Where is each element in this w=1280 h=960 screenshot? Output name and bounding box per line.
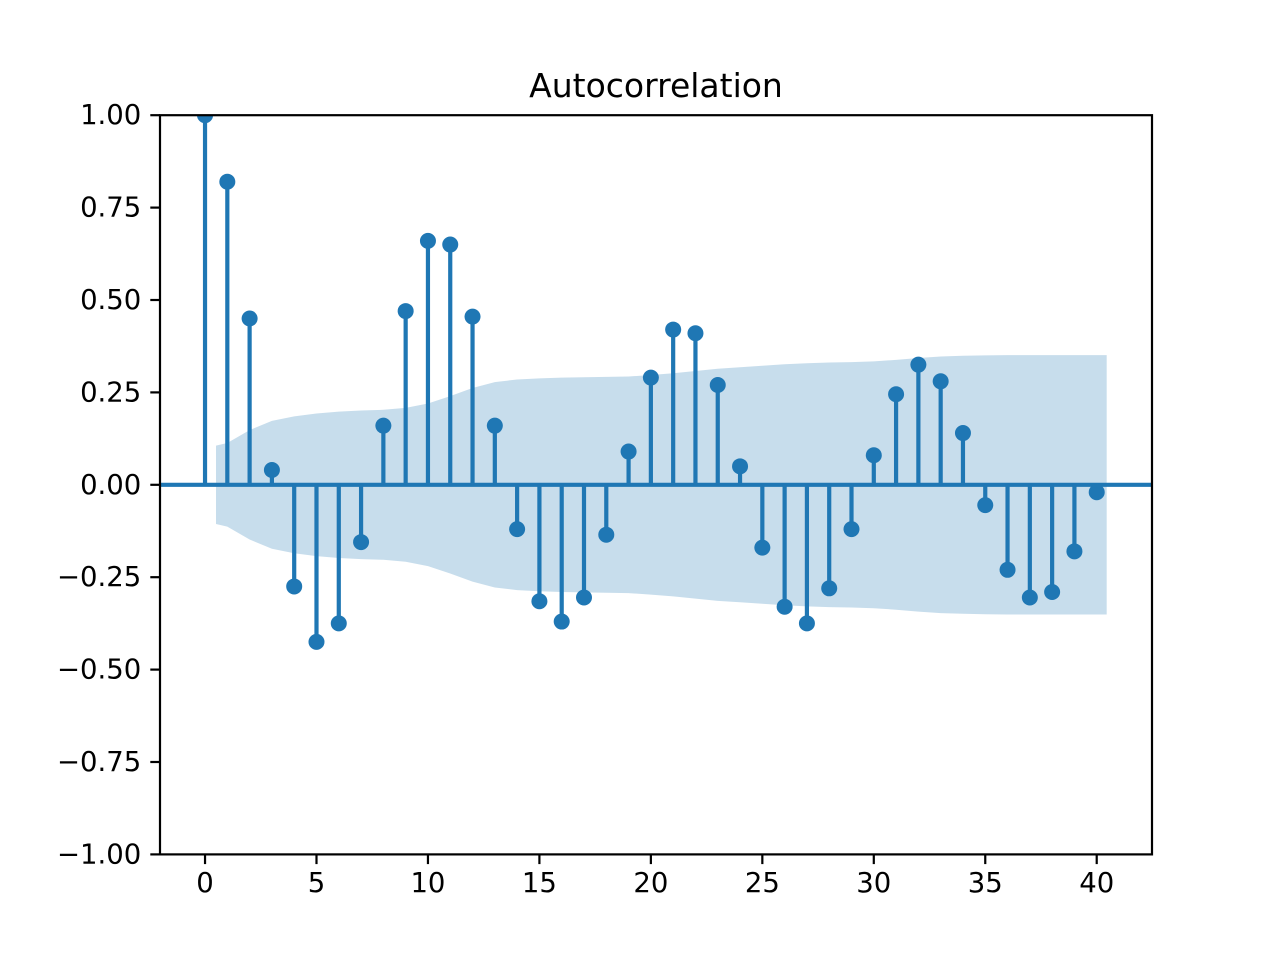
marker-lag-26 xyxy=(776,598,793,615)
marker-lag-10 xyxy=(419,232,436,249)
y-tick-label: −0.50 xyxy=(57,654,141,686)
marker-lag-21 xyxy=(665,321,682,338)
marker-lag-35 xyxy=(977,497,994,514)
marker-lag-31 xyxy=(888,386,905,403)
marker-lag-39 xyxy=(1066,543,1083,560)
marker-lag-23 xyxy=(709,377,726,394)
marker-lag-27 xyxy=(798,615,815,632)
plot-area xyxy=(160,115,1152,650)
marker-lag-29 xyxy=(843,521,860,538)
y-tick-label: −0.25 xyxy=(57,561,141,593)
marker-lag-11 xyxy=(442,236,459,253)
marker-lag-40 xyxy=(1088,484,1105,501)
marker-lag-12 xyxy=(464,308,481,325)
x-tick-label: 35 xyxy=(968,867,1003,899)
marker-lag-33 xyxy=(932,373,949,390)
x-tick-label: 5 xyxy=(308,867,326,899)
marker-lag-18 xyxy=(598,526,615,543)
marker-lag-20 xyxy=(642,369,659,386)
y-tick-label: 0.75 xyxy=(80,192,141,224)
x-tick-label: 40 xyxy=(1079,867,1114,899)
x-tick-label: 30 xyxy=(856,867,891,899)
marker-lag-9 xyxy=(397,303,414,320)
marker-lag-34 xyxy=(954,425,971,442)
marker-lag-36 xyxy=(999,561,1016,578)
marker-lag-28 xyxy=(821,580,838,597)
y-tick-label: −0.75 xyxy=(57,746,141,778)
y-tick-label: 1.00 xyxy=(80,99,141,131)
x-tick-label: 15 xyxy=(522,867,557,899)
marker-lag-15 xyxy=(531,593,548,610)
marker-lag-6 xyxy=(330,615,347,632)
marker-lag-19 xyxy=(620,443,637,460)
marker-lag-25 xyxy=(754,539,771,556)
marker-lag-13 xyxy=(486,417,503,434)
x-tick-label: 10 xyxy=(410,867,445,899)
x-tick-label: 25 xyxy=(745,867,780,899)
marker-lag-7 xyxy=(353,534,370,551)
x-tick-label: 0 xyxy=(196,867,214,899)
marker-lag-30 xyxy=(865,447,882,464)
marker-lag-2 xyxy=(241,310,258,327)
marker-lag-24 xyxy=(732,458,749,475)
marker-lag-8 xyxy=(375,417,392,434)
marker-lag-14 xyxy=(509,521,526,538)
marker-lag-32 xyxy=(910,356,927,373)
marker-lag-5 xyxy=(308,633,325,650)
marker-lag-4 xyxy=(286,578,303,595)
marker-lag-37 xyxy=(1021,589,1038,606)
y-tick-label: −1.00 xyxy=(57,838,141,870)
x-tick-label: 20 xyxy=(633,867,668,899)
chart-title: Autocorrelation xyxy=(529,66,783,105)
marker-lag-1 xyxy=(219,173,236,190)
y-tick-label: 0.50 xyxy=(80,284,141,316)
marker-lag-0 xyxy=(197,115,214,124)
marker-lag-38 xyxy=(1044,583,1061,600)
marker-lag-17 xyxy=(575,589,592,606)
y-tick-label: 0.00 xyxy=(80,469,141,501)
y-tick-label: 0.25 xyxy=(80,376,141,408)
marker-lag-22 xyxy=(687,325,704,342)
marker-lag-16 xyxy=(553,613,570,630)
marker-lag-3 xyxy=(263,462,280,479)
